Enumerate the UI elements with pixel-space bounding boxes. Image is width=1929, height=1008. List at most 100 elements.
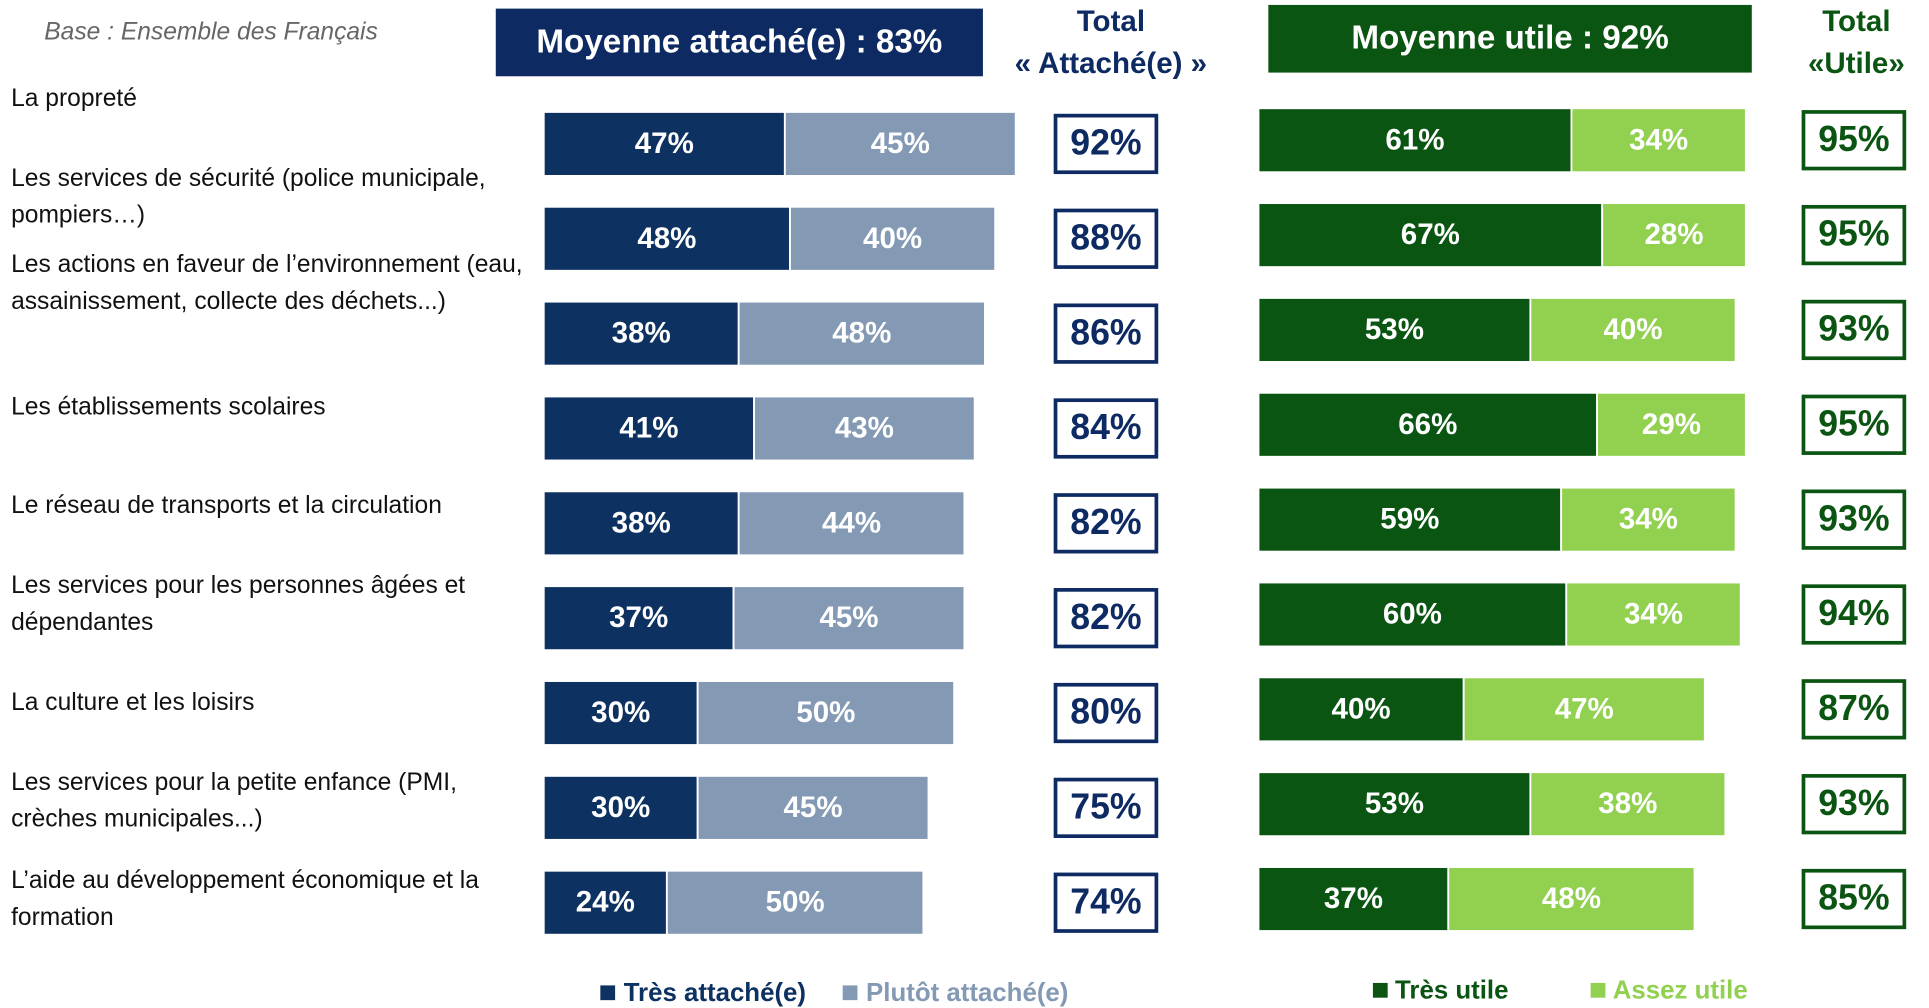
- value-label: 38%: [612, 506, 671, 539]
- total-box: [1053, 208, 1159, 269]
- category-label: Les établissements scolaires: [11, 393, 326, 421]
- value-label: 60%: [1383, 598, 1442, 631]
- value-label: 45%: [871, 127, 930, 160]
- legend-label: Assez utile: [1613, 976, 1748, 1004]
- value-label: 38%: [612, 317, 671, 350]
- total-label: 80%: [1070, 692, 1141, 732]
- legend-label: Plutôt attaché(e): [866, 979, 1068, 1007]
- bar-segment: [753, 395, 976, 462]
- value-label: 53%: [1365, 787, 1424, 820]
- total-label: 87%: [1818, 688, 1889, 728]
- value-label: 24%: [576, 886, 635, 919]
- total-label: 95%: [1818, 403, 1889, 443]
- bar-segment: [1257, 676, 1465, 743]
- total-header: « Attaché(e) »: [1015, 47, 1207, 80]
- total-label: 95%: [1818, 214, 1889, 254]
- bar-segment: [696, 680, 956, 746]
- header-title: Moyenne utile : 92%: [1351, 20, 1668, 57]
- total-box: [1801, 110, 1907, 171]
- value-label: 30%: [591, 791, 650, 824]
- total-box: [1801, 204, 1907, 266]
- value-label: 40%: [1603, 313, 1662, 346]
- total-box: [1053, 777, 1159, 839]
- total-box: [1801, 584, 1907, 645]
- bar-segment: [542, 585, 735, 652]
- value-label: 45%: [819, 601, 878, 634]
- category-label: Les services pour les personnes âgées et…: [11, 572, 466, 637]
- base-note: Base : Ensemble des Français: [44, 19, 378, 46]
- bar-segment: [1447, 866, 1696, 932]
- category-label: Les actions en faveur de l’environnement…: [11, 250, 523, 315]
- header-box: [1268, 4, 1752, 73]
- total-label: 84%: [1070, 407, 1141, 447]
- total-header: Total: [1077, 5, 1145, 38]
- legend-label: Très attaché(e): [624, 979, 806, 1007]
- total-label: 95%: [1818, 119, 1889, 159]
- total-label: 94%: [1818, 593, 1889, 633]
- value-label: 37%: [609, 601, 668, 634]
- bar-segment: [542, 395, 755, 462]
- total-box: [1801, 394, 1907, 455]
- bar-segment: [542, 774, 699, 841]
- value-label: 66%: [1398, 408, 1457, 441]
- value-label: 40%: [863, 222, 922, 255]
- total-label: 82%: [1070, 502, 1141, 542]
- bar-segment: [1462, 676, 1706, 743]
- total-box: [1801, 679, 1907, 740]
- bar-segment: [542, 111, 786, 177]
- bar-segment: [783, 111, 1017, 177]
- legend-swatch: [1590, 982, 1606, 998]
- total-label: 93%: [1818, 783, 1889, 823]
- bar-segment: [789, 205, 997, 272]
- value-label: 38%: [1598, 787, 1657, 820]
- value-label: 34%: [1624, 598, 1683, 631]
- value-label: 59%: [1380, 503, 1439, 536]
- bar-segment: [1570, 107, 1747, 174]
- value-label: 28%: [1644, 218, 1703, 251]
- total-box: [1801, 299, 1907, 361]
- total-label: 92%: [1070, 123, 1141, 163]
- value-label: 50%: [796, 696, 855, 729]
- header-title: Moyenne attaché(e) : 83%: [536, 23, 942, 60]
- bar-segment: [1257, 581, 1568, 648]
- total-box: [1053, 588, 1159, 649]
- total-box: [1801, 774, 1907, 835]
- total-box: [1801, 489, 1907, 550]
- value-label: 37%: [1324, 882, 1383, 915]
- bar-segment: [732, 585, 966, 652]
- bar-segment: [1601, 202, 1747, 268]
- bar-segment: [1529, 297, 1737, 363]
- bar-segment: [542, 205, 791, 272]
- value-label: 48%: [832, 317, 891, 350]
- total-label: 74%: [1070, 881, 1141, 921]
- bar-segment: [696, 774, 930, 841]
- value-label: 47%: [1555, 692, 1614, 725]
- category-label: Les services de sécurité (police municip…: [11, 164, 486, 229]
- total-label: 93%: [1818, 309, 1889, 349]
- category-label: La propreté: [11, 84, 137, 112]
- bar-segment: [542, 869, 668, 936]
- value-label: 50%: [766, 886, 825, 919]
- bar-segment: [542, 680, 699, 746]
- bar-segment: [1529, 771, 1727, 838]
- legend-swatch: [600, 985, 616, 1001]
- legend-swatch: [1372, 982, 1388, 998]
- category-label: La culture et les loisirs: [11, 688, 255, 716]
- bar-segment: [542, 300, 740, 367]
- value-label: 53%: [1365, 313, 1424, 346]
- category-label: L’aide au développement économique et la…: [11, 867, 479, 932]
- bar-segment: [1257, 297, 1532, 363]
- total-label: 88%: [1070, 217, 1141, 257]
- header-box: [495, 8, 983, 77]
- value-label: 61%: [1385, 123, 1444, 156]
- category-label: Les services pour la petite enfance (PMI…: [11, 768, 457, 833]
- total-header: «Utile»: [1808, 47, 1905, 80]
- total-label: 82%: [1070, 597, 1141, 637]
- total-box: [1053, 303, 1159, 364]
- legend-label: Très utile: [1395, 976, 1508, 1004]
- value-label: 41%: [619, 412, 678, 445]
- bar-segment: [737, 300, 986, 367]
- value-label: 45%: [784, 791, 843, 824]
- value-label: 48%: [1542, 882, 1601, 915]
- value-label: 30%: [591, 696, 650, 729]
